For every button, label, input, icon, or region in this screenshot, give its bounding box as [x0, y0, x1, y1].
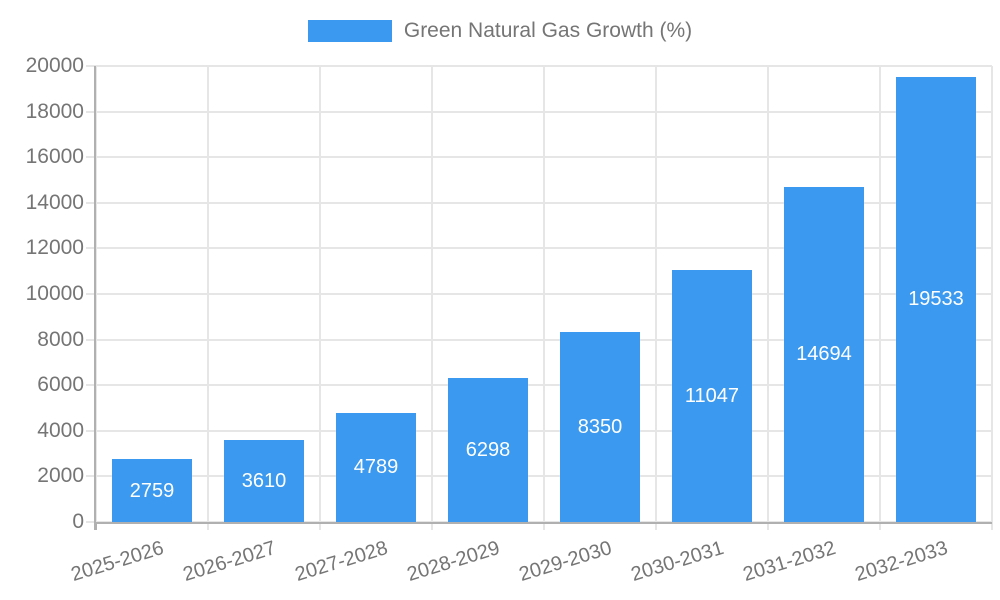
x-tick-label: 2027-2028	[292, 536, 391, 586]
bar[interactable]: 6298	[448, 378, 528, 522]
y-tick-mark	[86, 65, 96, 67]
bar[interactable]: 3610	[224, 439, 304, 522]
x-gridline	[767, 66, 769, 522]
y-tick-mark	[86, 156, 96, 159]
y-tick-mark	[86, 247, 96, 250]
y-tick-label: 14000	[25, 190, 84, 214]
x-tick-label: 2025-2026	[68, 536, 167, 586]
x-gridline	[655, 66, 657, 522]
x-gridline	[543, 66, 545, 522]
x-gridline	[95, 66, 97, 522]
x-tick-mark	[207, 522, 209, 530]
bar-value-label: 6298	[465, 439, 511, 462]
x-tick-mark	[991, 522, 993, 530]
bar-value-label: 8350	[577, 415, 623, 438]
bar[interactable]: 4789	[336, 412, 416, 522]
y-tick-mark	[86, 338, 96, 341]
x-tick-mark	[767, 522, 769, 530]
x-tick-mark	[543, 522, 545, 530]
x-axis-line	[96, 522, 992, 524]
x-tick-label: 2028-2029	[404, 536, 503, 586]
y-tick-label: 20000	[25, 54, 84, 77]
y-tick-mark	[86, 521, 96, 523]
x-tick-mark	[655, 522, 657, 530]
bar[interactable]: 14694	[784, 186, 864, 522]
bar-value-label: 19533	[908, 288, 964, 311]
bar[interactable]: 8350	[560, 331, 640, 522]
bar-value-label: 2759	[129, 479, 175, 502]
y-tick-label: 2000	[37, 464, 84, 488]
x-gridline	[879, 66, 881, 522]
bar[interactable]: 19533	[896, 76, 976, 522]
x-gridline	[319, 66, 321, 522]
y-tick-label: 18000	[25, 99, 84, 123]
y-tick-mark	[86, 384, 96, 387]
y-tick-mark	[86, 475, 96, 478]
bar-value-label: 11047	[684, 385, 740, 408]
x-tick-mark	[431, 522, 433, 530]
bar-value-label: 14694	[796, 343, 852, 366]
x-tick-mark	[879, 522, 881, 530]
y-axis-line	[94, 66, 96, 530]
legend-label: Green Natural Gas Growth (%)	[403, 19, 693, 42]
y-tick-label: 16000	[25, 145, 84, 169]
x-gridline	[991, 66, 993, 522]
bar[interactable]: 11047	[672, 270, 752, 522]
x-gridline	[207, 66, 209, 522]
x-tick-label: 2031-2032	[740, 536, 839, 586]
bar-value-label: 3610	[241, 469, 287, 492]
y-tick-label: 10000	[25, 282, 84, 305]
x-gridline	[431, 66, 433, 522]
y-tick-label: 8000	[37, 327, 84, 351]
x-tick-label: 2030-2031	[628, 536, 727, 586]
y-tick-mark	[86, 201, 96, 204]
y-tick-mark	[86, 429, 96, 432]
y-tick-label: 6000	[37, 373, 84, 397]
legend-item[interactable]: Green Natural Gas Growth (%)	[0, 16, 1000, 46]
legend-swatch	[307, 20, 392, 42]
y-tick-label: 0	[72, 510, 84, 533]
x-tick-mark	[95, 522, 97, 530]
bar[interactable]: 2759	[112, 459, 192, 522]
y-tick-mark	[86, 293, 96, 295]
x-tick-label: 2029-2030	[516, 536, 615, 586]
x-tick-label: 2026-2027	[180, 536, 279, 586]
x-tick-label: 2032-2033	[852, 536, 951, 586]
x-tick-mark	[319, 522, 321, 530]
y-tick-label: 4000	[37, 418, 84, 442]
y-tick-label: 12000	[25, 236, 84, 260]
y-tick-mark	[86, 110, 96, 113]
bar-value-label: 4789	[353, 456, 399, 479]
